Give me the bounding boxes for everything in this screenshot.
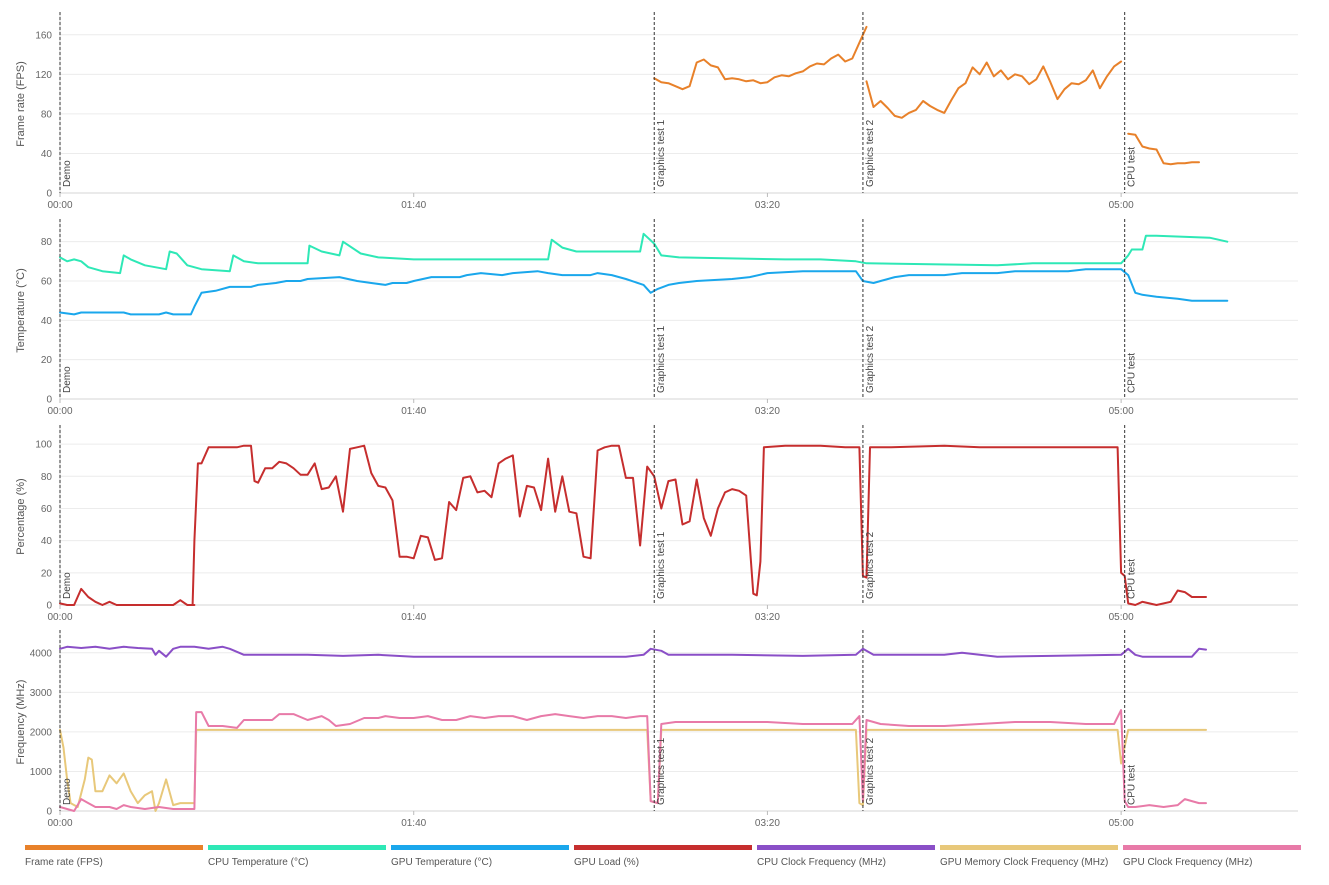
legend-label-gpu-memory-clock: GPU Memory Clock Frequency (MHz) <box>940 857 1109 868</box>
y-tick-label: 3000 <box>30 688 53 699</box>
marker-label-graphics-test-2: Graphics test 2 <box>865 737 876 805</box>
series-line-frame-rate-fps-seg-0 <box>653 25 868 91</box>
marker-label-graphics-test-2: Graphics test 2 <box>865 325 876 393</box>
marker-label-graphics-test-1: Graphics test 1 <box>656 737 667 805</box>
legend-swatch-cpu-clock <box>757 845 935 850</box>
y-tick-label: 120 <box>35 70 52 81</box>
legend-label-gpu-clock: GPU Clock Frequency (MHz) <box>1123 857 1253 868</box>
x-tick-label: 03:20 <box>755 612 780 623</box>
legend-swatch-gpu-load <box>574 845 752 850</box>
legend-label-cpu-temperature: CPU Temperature (°C) <box>208 857 309 868</box>
y-tick-label: 20 <box>41 568 53 579</box>
legend-label-frame-rate: Frame rate (FPS) <box>25 857 103 868</box>
y-tick-label: 100 <box>35 440 52 451</box>
x-tick-label: 01:40 <box>401 818 426 829</box>
y-tick-label: 40 <box>41 149 53 160</box>
series-line-gpu-clock-frequency-mhz <box>59 709 1207 812</box>
y-tick-label: 60 <box>41 504 53 515</box>
x-tick-label: 05:00 <box>1109 406 1134 417</box>
y-tick-label: 40 <box>41 536 53 547</box>
legend-label-cpu-clock: CPU Clock Frequency (MHz) <box>757 857 886 868</box>
y-tick-label: 80 <box>41 472 53 483</box>
series-line-gpu-memory-clock-frequency-mhz <box>59 728 1207 812</box>
marker-label-cpu-test: CPU test <box>1127 353 1138 393</box>
x-tick-label: 03:20 <box>755 818 780 829</box>
marker-label-graphics-test-1: Graphics test 1 <box>656 119 667 187</box>
x-tick-label: 05:00 <box>1109 200 1134 211</box>
marker-label-demo: Demo <box>62 778 73 805</box>
x-tick-label: 05:00 <box>1109 818 1134 829</box>
y-tick-label: 160 <box>35 30 52 41</box>
x-tick-label: 03:20 <box>755 200 780 211</box>
y-axis-label: Frame rate (FPS) <box>15 61 27 147</box>
y-tick-label: 60 <box>41 277 53 288</box>
x-tick-label: 00:00 <box>47 406 72 417</box>
x-tick-label: 00:00 <box>47 818 72 829</box>
y-axis-label: Frequency (MHz) <box>15 680 27 765</box>
legend-swatch-gpu-temperature <box>391 845 569 850</box>
y-tick-label: 2000 <box>30 727 53 738</box>
marker-label-graphics-test-2: Graphics test 2 <box>865 531 876 599</box>
x-tick-label: 05:00 <box>1109 612 1134 623</box>
x-tick-label: 00:00 <box>47 612 72 623</box>
series-line-frame-rate-fps-seg-1 <box>865 60 1123 119</box>
y-tick-label: 0 <box>46 601 52 612</box>
y-tick-label: 40 <box>41 316 53 327</box>
y-tick-label: 0 <box>46 189 52 200</box>
legend-swatch-gpu-memory-clock <box>940 845 1118 850</box>
marker-label-cpu-test: CPU test <box>1127 559 1138 599</box>
y-tick-label: 80 <box>41 237 53 248</box>
legend-swatch-frame-rate <box>25 845 203 850</box>
marker-label-demo: Demo <box>62 160 73 187</box>
y-tick-label: 80 <box>41 109 53 120</box>
legend-item-cpu-temperature[interactable]: CPU Temperature (°C) <box>208 845 386 868</box>
x-tick-label: 01:40 <box>401 612 426 623</box>
series-line-gpu-temperature-c <box>59 268 1229 316</box>
y-axis-label: Percentage (%) <box>15 478 27 554</box>
marker-label-demo: Demo <box>62 366 73 393</box>
charts-svg: 0 40 80 120 160 00:00 01:40 03:20 05:00 Frame rat… <box>15 12 1298 829</box>
marker-label-graphics-test-2: Graphics test 2 <box>865 119 876 187</box>
marker-label-graphics-test-1: Graphics test 1 <box>656 531 667 599</box>
legend-item-gpu-temperature[interactable]: GPU Temperature (°C) <box>391 845 569 868</box>
x-tick-label: 01:40 <box>401 200 426 211</box>
series-line-cpu-clock-frequency-mhz <box>59 645 1207 658</box>
y-tick-label: 4000 <box>30 648 53 659</box>
y-tick-label: 20 <box>41 355 53 366</box>
legend-label-gpu-load: GPU Load (%) <box>574 857 640 868</box>
legend-item-gpu-load[interactable]: GPU Load (%) <box>574 845 752 868</box>
series-line-gpu-load <box>59 444 1207 606</box>
y-axis-label: Temperature (°C) <box>15 268 27 352</box>
marker-label-demo: Demo <box>62 572 73 599</box>
legend-item-frame-rate[interactable]: Frame rate (FPS) <box>25 845 203 868</box>
x-tick-label: 00:00 <box>47 200 72 211</box>
y-tick-label: 0 <box>46 395 52 406</box>
marker-label-graphics-test-1: Graphics test 1 <box>656 325 667 393</box>
legend-label-gpu-temperature: GPU Temperature (°C) <box>391 857 493 868</box>
legend-item-gpu-clock[interactable]: GPU Clock Frequency (MHz) <box>1123 845 1301 868</box>
y-tick-label: 0 <box>46 807 52 818</box>
series-line-cpu-temperature-c <box>59 232 1229 275</box>
marker-label-cpu-test: CPU test <box>1127 765 1138 805</box>
series-line-frame-rate-fps-seg-2 <box>1127 132 1200 166</box>
x-tick-label: 03:20 <box>755 406 780 417</box>
legend-swatch-gpu-clock <box>1123 845 1301 850</box>
y-tick-label: 1000 <box>30 767 53 778</box>
legend: Frame rate (FPS) CPU Temperature (°C) GP… <box>25 845 1315 875</box>
legend-item-cpu-clock[interactable]: CPU Clock Frequency (MHz) <box>757 845 935 868</box>
marker-label-cpu-test: CPU test <box>1127 147 1138 187</box>
legend-item-gpu-memory-clock[interactable]: GPU Memory Clock Frequency (MHz) <box>940 845 1118 868</box>
legend-swatch-cpu-temperature <box>208 845 386 850</box>
x-tick-label: 01:40 <box>401 406 426 417</box>
